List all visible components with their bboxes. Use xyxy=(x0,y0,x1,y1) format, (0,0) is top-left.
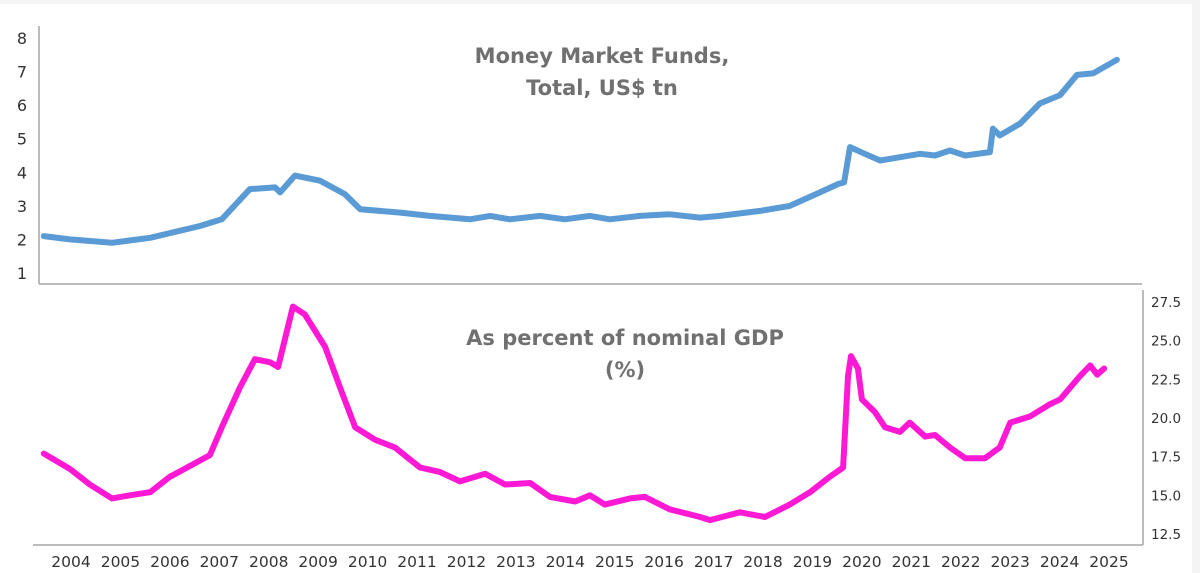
x-tick-label: 2005 xyxy=(101,553,140,571)
x-tick-label: 2004 xyxy=(51,553,90,571)
bottom-chart-title-line1: As percent of nominal GDP xyxy=(466,326,784,350)
dual-line-chart: 1 2 3 4 5 6 7 8 Money Market Funds, Total, US$ … xyxy=(17,26,1181,571)
x-axis-year-ticks: 2004 2005 2006 2007 2008 2009 2010 2011 2012 2013… xyxy=(51,553,1128,571)
top-chart-title-line1: Money Market Funds, xyxy=(475,44,730,68)
x-tick-label: 2022 xyxy=(941,553,980,571)
x-tick-label: 2016 xyxy=(644,553,683,571)
x-tick-label: 2012 xyxy=(447,553,486,571)
x-tick-label: 2017 xyxy=(694,553,733,571)
bottom-chart: 12.515.017.520.022.525.027.5 2004 2005 200… xyxy=(33,290,1181,571)
x-tick-label: 2014 xyxy=(546,553,585,571)
percent-of-gdp-line xyxy=(40,303,1108,524)
x-tick-label: 2011 xyxy=(397,553,436,571)
x-tick-label: 2021 xyxy=(892,553,931,571)
top-y-tick-label: 4 xyxy=(17,163,27,182)
money-market-funds-line xyxy=(40,56,1120,246)
bottom-chart-y-ticks: 12.5 15.0 17.5 20.0 22.5 25.0 27.5 xyxy=(1151,295,1181,543)
x-tick-label: 2018 xyxy=(743,553,782,571)
top-chart-title-line2: Total, US$ tn xyxy=(526,76,678,100)
bottom-y-tick-label: 20.0 xyxy=(1151,411,1181,427)
x-tick-label: 2013 xyxy=(496,553,535,571)
top-y-tick-label: 5 xyxy=(17,130,27,149)
bottom-y-tick-label: 22.5 xyxy=(1151,372,1181,388)
top-y-tick-label: 6 xyxy=(17,96,27,115)
x-tick-label: 2025 xyxy=(1089,553,1128,571)
bottom-y-tick-label: 12.5 xyxy=(1151,527,1181,543)
top-y-tick-label: 7 xyxy=(17,63,27,82)
x-tick-label: 2023 xyxy=(990,553,1029,571)
bottom-y-tick-label: 27.5 xyxy=(1151,295,1181,311)
top-y-tick-label: 2 xyxy=(17,230,27,249)
x-tick-label: 2019 xyxy=(793,553,832,571)
x-tick-label: 2008 xyxy=(249,553,288,571)
top-y-tick-label: 1 xyxy=(17,264,27,283)
x-tick-label: 2006 xyxy=(150,553,189,571)
chart-canvas: 1 2 3 4 5 6 7 8 Money Market Funds, Total, US$ … xyxy=(0,4,1192,573)
top-chart-y-ticks: 1 2 3 4 5 6 7 8 xyxy=(17,29,27,283)
top-y-tick-label: 8 xyxy=(17,29,27,48)
x-tick-label: 2024 xyxy=(1040,553,1079,571)
bottom-y-tick-label: 25.0 xyxy=(1151,334,1181,350)
x-tick-label: 2015 xyxy=(595,553,634,571)
x-tick-label: 2007 xyxy=(200,553,239,571)
top-chart: 1 2 3 4 5 6 7 8 Money Market Funds, Total, US$ … xyxy=(17,26,1142,285)
bottom-chart-title-line2: (%) xyxy=(605,358,645,382)
bottom-y-tick-label: 17.5 xyxy=(1151,450,1181,466)
x-tick-label: 2009 xyxy=(298,553,337,571)
top-y-tick-label: 3 xyxy=(17,197,27,216)
x-tick-label: 2020 xyxy=(842,553,881,571)
x-tick-label: 2010 xyxy=(348,553,387,571)
bottom-y-tick-label: 15.0 xyxy=(1151,488,1181,504)
